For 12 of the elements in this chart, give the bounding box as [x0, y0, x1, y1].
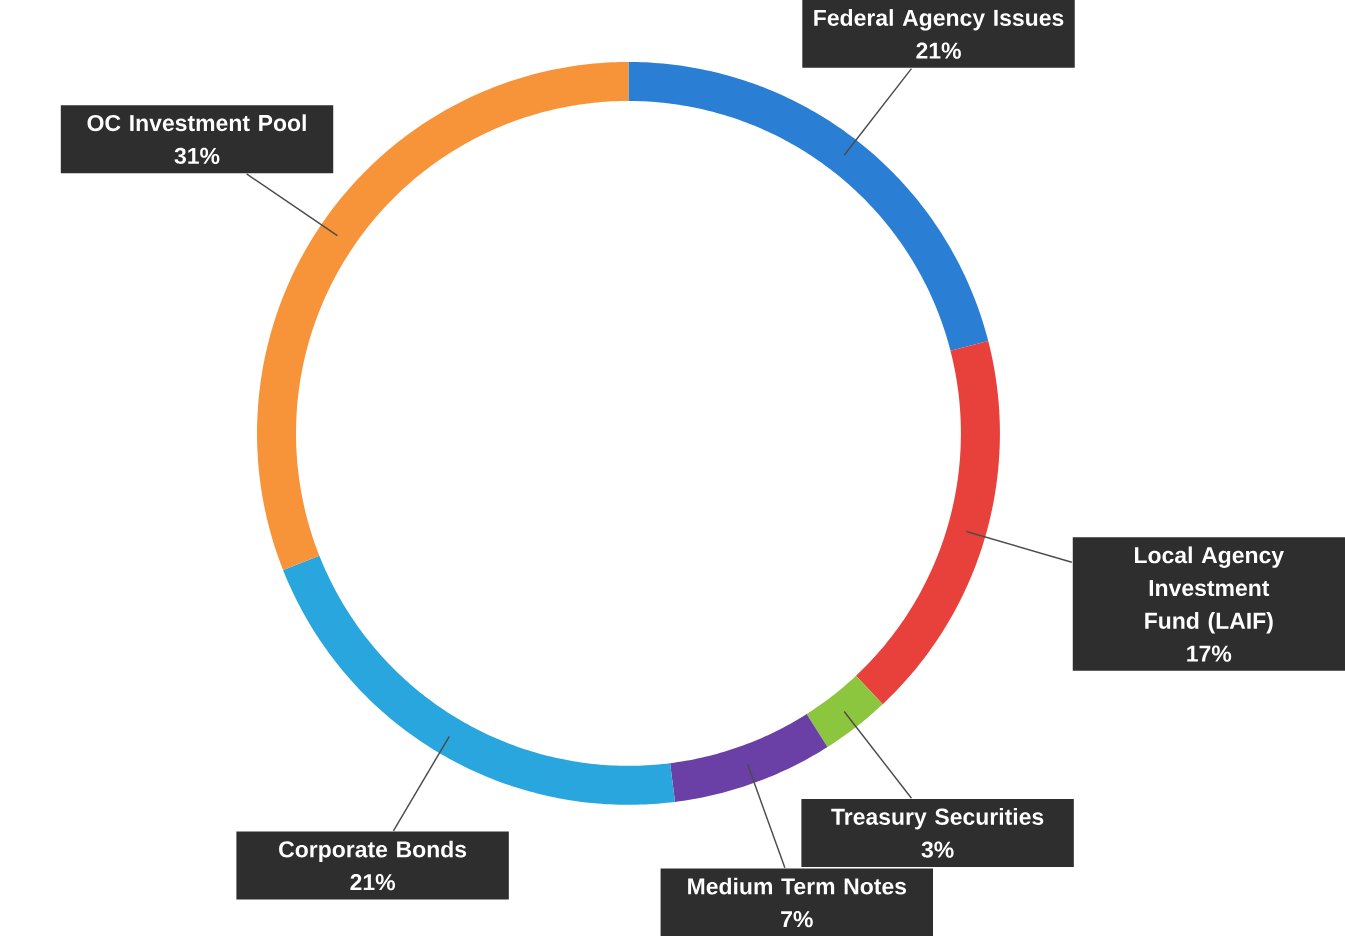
slice-label: Local Agency Investment Fund (LAIF) [1135, 546, 1284, 634]
data-label: 17% [1187, 645, 1232, 662]
slice-label: Corporate Bonds [279, 840, 467, 862]
data-label: 7% [781, 910, 813, 928]
slice-label: Treasury Securities [831, 807, 1044, 830]
slice-label: Medium Term Notes [688, 877, 907, 895]
slice-label: OC Investment Pool [87, 114, 306, 131]
data-label: 21% [916, 42, 961, 59]
data-label: 3% [921, 841, 954, 858]
data-label: 31% [174, 147, 220, 164]
slice-label: Federal Agency Issues [814, 8, 1064, 31]
data-label: 21% [350, 873, 395, 891]
